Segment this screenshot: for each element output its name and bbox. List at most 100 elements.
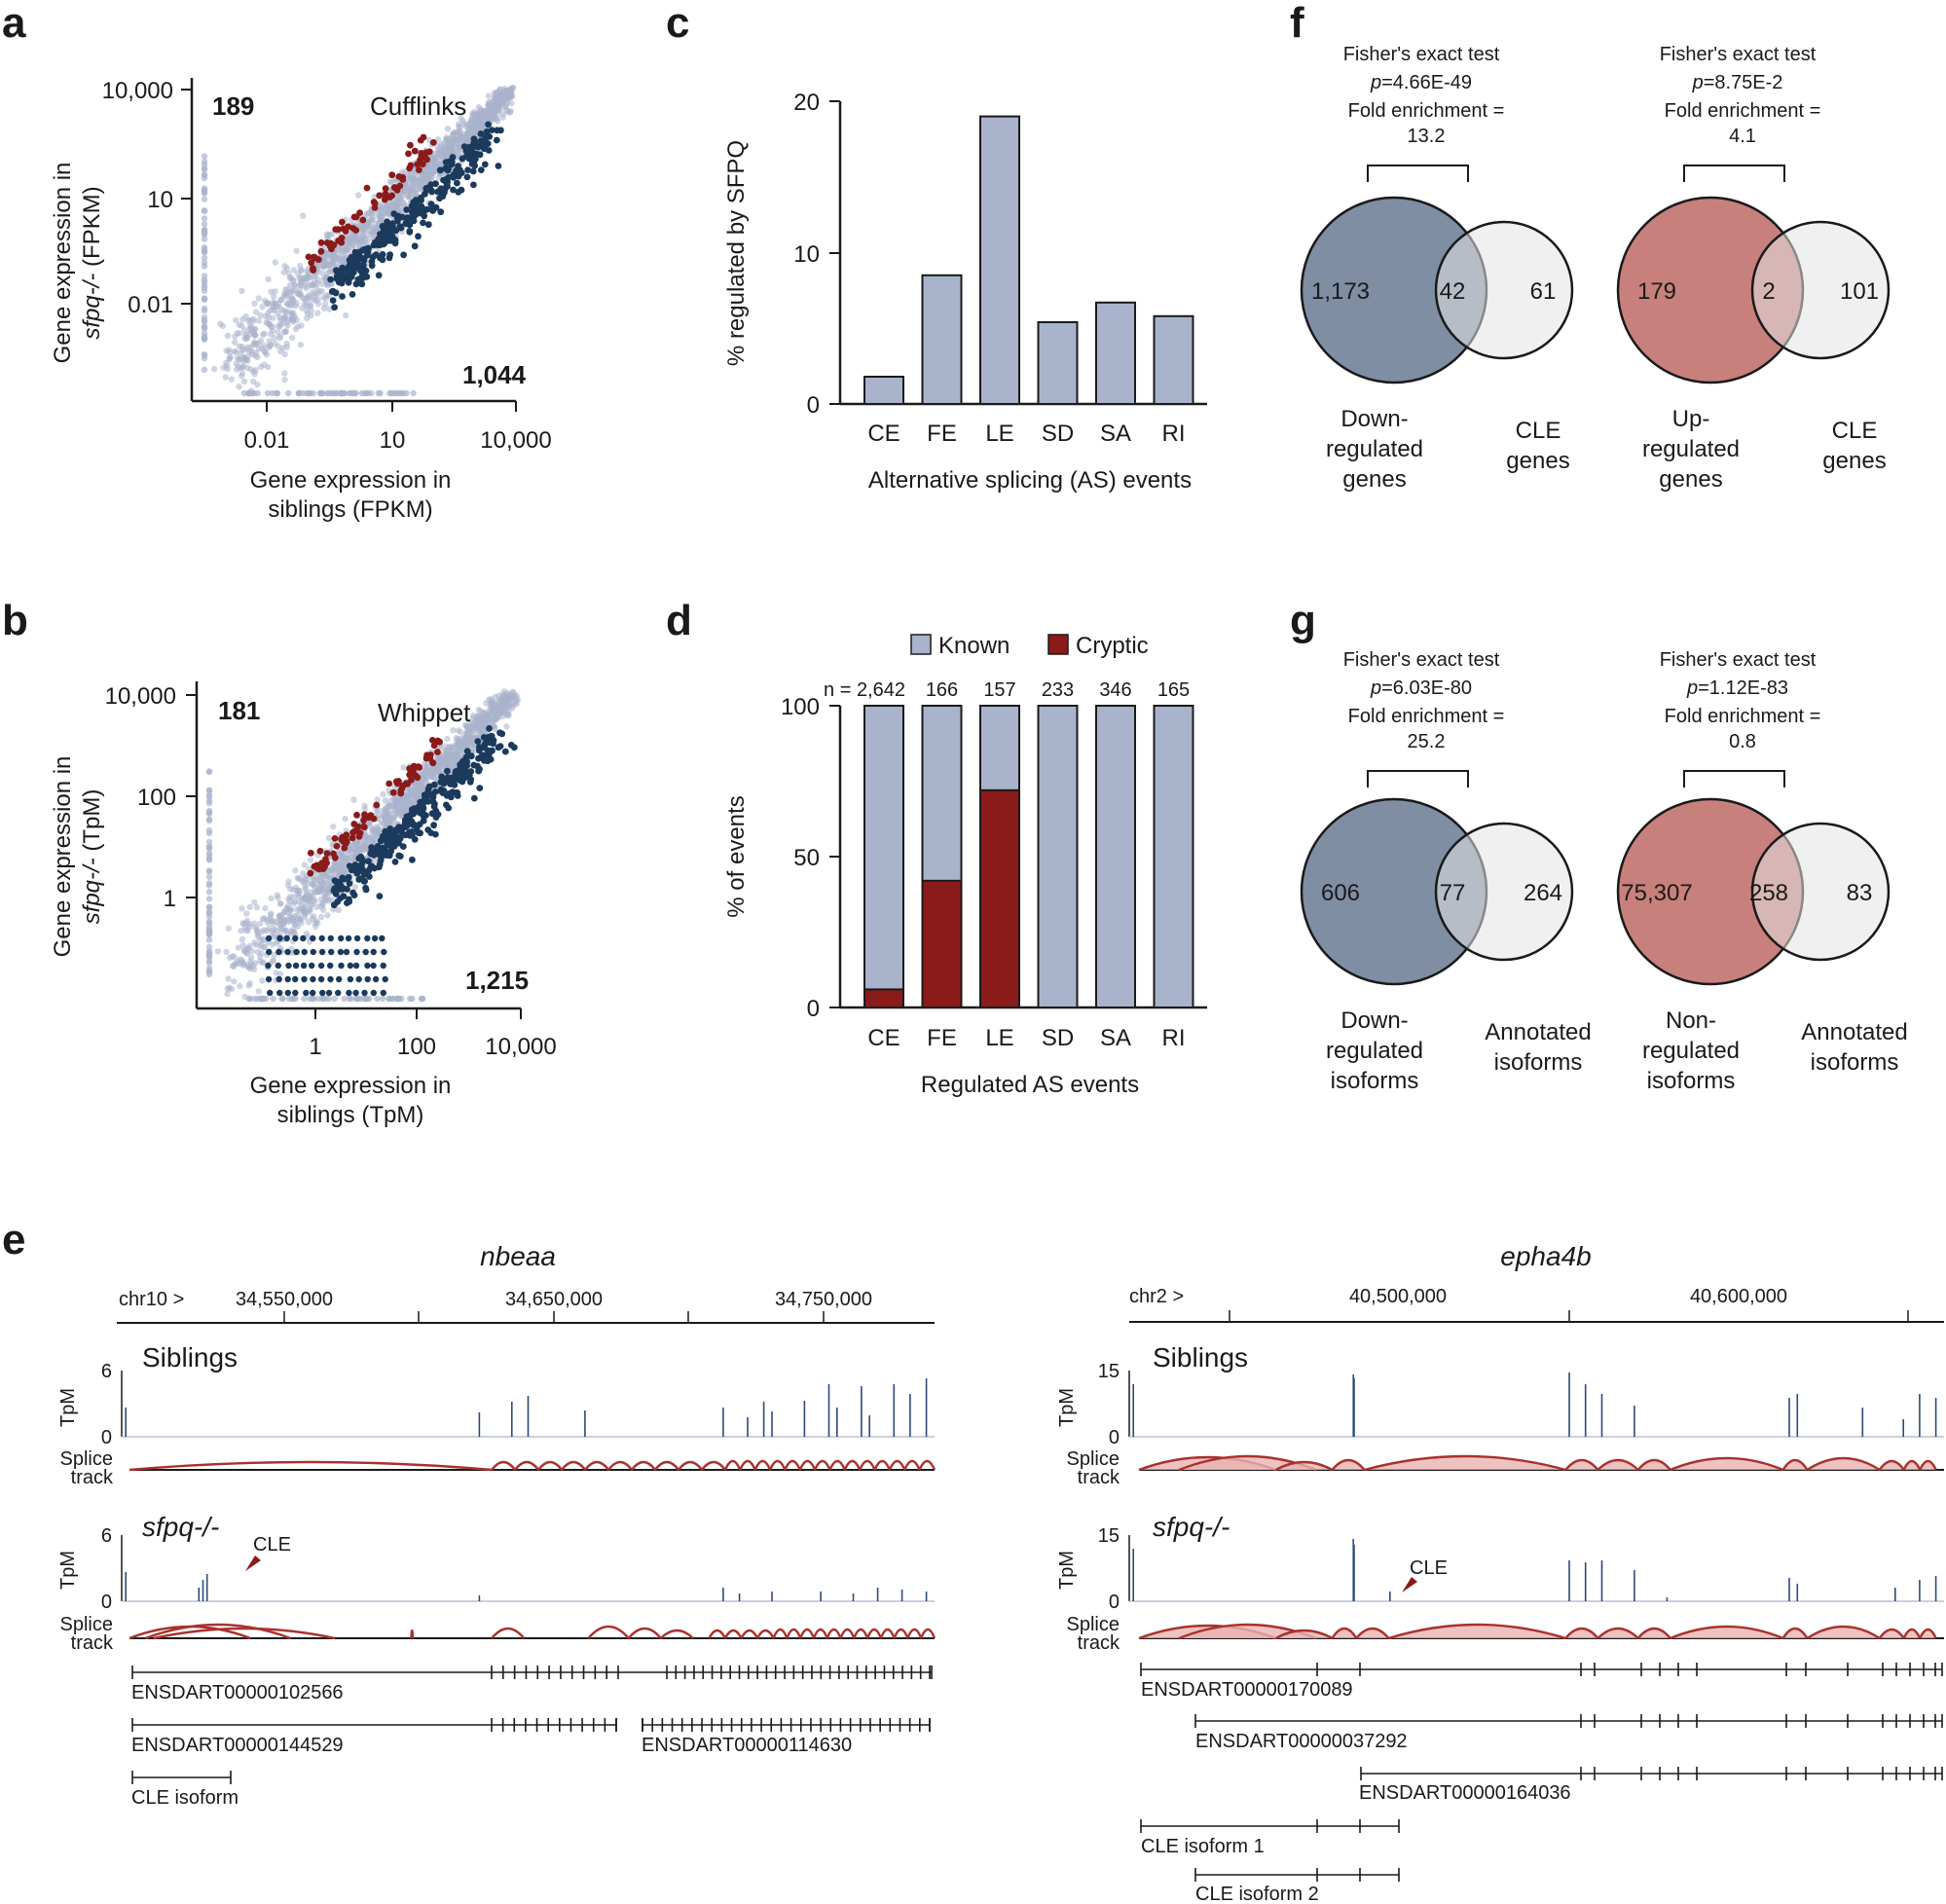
scatter-point bbox=[414, 161, 422, 168]
splice-arc bbox=[1670, 1625, 1784, 1640]
scatter-point bbox=[365, 866, 373, 874]
scatter-point bbox=[243, 356, 250, 363]
bar-d-n-label: n = 2,642 bbox=[824, 679, 905, 701]
siblings-label-right: Siblings bbox=[1153, 1342, 1248, 1373]
scatter-b-xtick-label: 1 bbox=[309, 1034, 321, 1060]
scatter-point bbox=[398, 213, 406, 221]
scatter-point bbox=[502, 696, 510, 703]
transcript-label: CLE isoform bbox=[131, 1787, 239, 1809]
scatter-point bbox=[348, 866, 355, 874]
splice-arc bbox=[1902, 1628, 1922, 1639]
scatter-point bbox=[424, 826, 432, 833]
scatter-point bbox=[411, 242, 419, 250]
scatter-point bbox=[270, 995, 276, 1003]
transcript-label: ENSDART00000144529 bbox=[131, 1735, 344, 1756]
scatter-point bbox=[437, 786, 445, 793]
bar-d-ytick-label: 0 bbox=[807, 996, 820, 1022]
scatter-point bbox=[462, 757, 470, 765]
scatter-point bbox=[269, 389, 275, 397]
scatter-point bbox=[262, 312, 269, 320]
scatter-point bbox=[412, 791, 419, 798]
splice-arc bbox=[1388, 1623, 1566, 1640]
scatter-point bbox=[338, 962, 345, 970]
scatter-point bbox=[293, 948, 300, 956]
scatter-point bbox=[332, 860, 339, 867]
scatter-a-title: Cufflinks bbox=[370, 92, 466, 121]
venn-right-label: genes bbox=[1822, 448, 1886, 474]
scatter-point bbox=[464, 166, 471, 174]
scatter-point bbox=[229, 953, 236, 960]
scatter-point bbox=[437, 778, 445, 786]
scatter-point bbox=[205, 873, 213, 880]
scatter-point bbox=[370, 989, 377, 997]
scatter-a-up-count: 189 bbox=[212, 92, 254, 121]
scatter-point bbox=[287, 894, 294, 900]
scatter-point bbox=[254, 353, 261, 360]
scatter-point bbox=[312, 273, 319, 279]
scatter-point bbox=[494, 710, 501, 716]
scatter-point bbox=[296, 905, 303, 912]
scatter-point bbox=[432, 203, 440, 211]
scatter-point bbox=[319, 901, 326, 908]
scatter-point bbox=[367, 850, 375, 858]
scatter-point bbox=[397, 224, 405, 232]
scatter-point bbox=[308, 259, 315, 267]
scatter-point bbox=[355, 832, 363, 840]
venn-left-label: Up- bbox=[1672, 406, 1710, 432]
bar-chart-c: 20 10 0 CE FE LE SD SA RI Alternative splicin… bbox=[723, 90, 1207, 494]
scatter-point bbox=[269, 928, 276, 934]
scatter-point bbox=[201, 295, 208, 302]
venn-fold-label: Fold enrichment = bbox=[1665, 706, 1821, 727]
scatter-point bbox=[471, 126, 478, 132]
scatter-point bbox=[224, 990, 231, 998]
venn-fold-value: 13.2 bbox=[1408, 126, 1446, 147]
scatter-point bbox=[284, 975, 291, 983]
scatter-point bbox=[399, 843, 407, 850]
scatter-point bbox=[430, 822, 437, 829]
scatter-point bbox=[205, 880, 213, 887]
scatter-point bbox=[434, 147, 441, 154]
venn-left-label: regulated bbox=[1326, 1038, 1423, 1064]
scatter-point bbox=[250, 368, 257, 375]
scatter-point bbox=[330, 901, 338, 909]
scatter-point bbox=[408, 828, 416, 835]
scatter-point bbox=[281, 377, 288, 384]
scatter-point bbox=[308, 303, 314, 310]
genome-track-nbeaa: nbeaa chr10 > 34,550,000 34,650,000 34,7… bbox=[57, 1241, 936, 1809]
venn-fold-value: 0.8 bbox=[1729, 731, 1756, 752]
scatter-point bbox=[480, 734, 488, 741]
scatter-point bbox=[310, 948, 316, 956]
scatter-point bbox=[490, 740, 496, 748]
scatter-point bbox=[340, 225, 348, 233]
scatter-point bbox=[249, 378, 257, 384]
scatter-point bbox=[453, 735, 460, 742]
scatter-point bbox=[255, 988, 262, 995]
scatter-point bbox=[439, 146, 447, 153]
scatter-point bbox=[422, 186, 430, 194]
splice-arcs-siblings-right bbox=[1138, 1454, 1937, 1472]
venn-left-label: Down- bbox=[1340, 1007, 1408, 1034]
scatter-point bbox=[476, 785, 484, 791]
scatter-point bbox=[496, 86, 503, 93]
bar-d-n-label: 165 bbox=[1157, 679, 1190, 701]
scatter-point bbox=[351, 884, 358, 891]
bar-known-ri bbox=[1153, 705, 1194, 1008]
scatter-point bbox=[205, 787, 213, 794]
scatter-point bbox=[454, 128, 460, 135]
scatter-point bbox=[330, 850, 337, 858]
scatter-a: 10,000 10 0.01 0.01 10 10,000 189 1,044 … bbox=[50, 78, 552, 523]
splice-arc bbox=[853, 1628, 869, 1639]
scatter-point bbox=[282, 328, 289, 335]
scatter-point bbox=[274, 389, 281, 397]
scatter-point bbox=[322, 301, 329, 308]
scatter-point bbox=[414, 774, 422, 782]
scatter-point bbox=[418, 783, 424, 789]
scatter-point bbox=[239, 905, 245, 912]
scatter-point bbox=[398, 808, 405, 816]
venn-overlap-count: 258 bbox=[1749, 880, 1788, 906]
scatter-point bbox=[485, 92, 493, 99]
scatter-point bbox=[498, 730, 506, 738]
scatter-point bbox=[418, 150, 425, 157]
scatter-point bbox=[331, 995, 338, 1003]
scatter-point bbox=[246, 903, 253, 910]
